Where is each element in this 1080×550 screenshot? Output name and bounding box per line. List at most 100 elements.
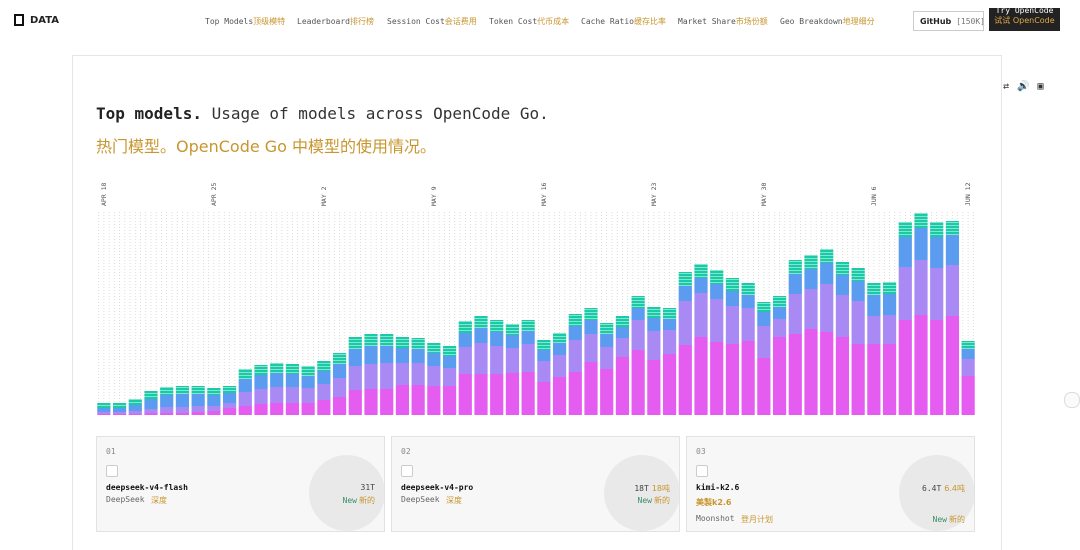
card-alias-zh: 美製k2.6 — [696, 498, 732, 507]
nav-item[interactable]: Session Cost会话费用 — [387, 16, 477, 27]
bar-segment — [301, 366, 315, 376]
bar-segment — [474, 328, 488, 343]
nav-item[interactable]: Market Share市场份额 — [678, 16, 768, 27]
bar-segment — [694, 293, 708, 337]
model-card[interactable]: 03 kimi-k2.6 美製k2.6 Moonshot 登月计划 6.4T 6.4吨 New… — [686, 436, 975, 532]
cta-button[interactable]: Try OpenCode 试试 OpenCode — [989, 8, 1060, 31]
bar-segment — [411, 385, 425, 415]
bar-segment — [332, 397, 347, 415]
nav-item[interactable]: Geo Breakdown地理细分 — [780, 16, 875, 27]
x-tick-label: MAY 23 — [650, 182, 658, 206]
bar-segment — [898, 320, 912, 415]
bar-segment — [270, 373, 284, 387]
bar-segment — [820, 263, 834, 284]
bar-segment — [191, 386, 205, 394]
badge-label-zh: 新的 — [359, 496, 375, 505]
bar-segment — [961, 376, 975, 415]
bar-segment — [144, 399, 158, 409]
card-badge: New 新的 — [933, 514, 965, 525]
card-badge: New 新的 — [638, 495, 670, 506]
bar-segment — [128, 411, 142, 414]
bar-segment — [725, 291, 740, 306]
nav-item[interactable]: Leaderboard排行榜 — [297, 16, 374, 27]
card-provider: DeepSeek — [401, 495, 440, 504]
bar-segment — [128, 414, 142, 415]
section-title: Top models. — [96, 104, 202, 123]
bar-segment — [804, 329, 818, 415]
bar-segment — [961, 359, 975, 376]
nav-item[interactable]: Token Cost代币成本 — [489, 16, 569, 27]
bar-segment — [285, 364, 300, 374]
chart: APR 18 APR 25 MAY 2 MAY 9 MAY 16 MAY 23 MAY 30… — [97, 182, 975, 415]
bar-segment — [945, 235, 960, 265]
bar-segment — [631, 308, 645, 320]
bar-segment — [741, 283, 755, 295]
bar-segment — [552, 333, 567, 343]
card-tokens-zh: 18吨 — [651, 484, 670, 493]
content-panel — [72, 55, 1002, 550]
bar-segment — [317, 361, 331, 371]
bar-segment — [568, 372, 582, 415]
bar-segment — [537, 382, 551, 415]
bar-segment — [505, 373, 520, 415]
bar-segment — [128, 399, 142, 405]
nav-label: Session Cost — [387, 17, 445, 26]
x-tick-label: JUN 6 — [870, 186, 878, 206]
bar-segment — [144, 391, 158, 399]
nav-item[interactable]: Cache Ratio缓存比率 — [581, 16, 666, 27]
bar-segment — [254, 404, 268, 415]
bar-segment — [348, 337, 362, 349]
bar-segment — [112, 412, 127, 414]
bar-segment — [395, 385, 410, 415]
bar-segment — [788, 260, 802, 274]
github-button[interactable]: GitHub [150K] — [913, 11, 985, 31]
model-card[interactable]: 02 deepseek-v4-pro DeepSeek 深度 18T 18吨 New 新的 — [391, 436, 680, 532]
bar-segment — [442, 386, 457, 415]
bar-segment — [741, 308, 755, 341]
bar-segment — [160, 413, 174, 415]
bar-segment — [317, 384, 331, 400]
bar-segment — [521, 320, 535, 331]
bar-segment — [364, 364, 378, 389]
bar-segment — [458, 333, 472, 347]
bar-segment — [537, 350, 551, 361]
logo-icon — [14, 14, 24, 26]
bar-segment — [741, 295, 755, 308]
badge-label-zh: 新的 — [949, 515, 965, 524]
bar-segment — [160, 395, 174, 407]
bar-segment — [694, 278, 708, 293]
bar-segment — [820, 332, 834, 415]
bar-segment — [112, 403, 127, 408]
bar-segment — [882, 315, 897, 344]
bar-segment — [882, 344, 897, 415]
bar-segment — [678, 272, 692, 286]
bar-segment — [647, 307, 661, 318]
bar-segment — [175, 386, 190, 394]
nav-label-zh: 顶级模特 — [253, 17, 286, 26]
model-card[interactable]: 01 deepseek-v4-flash DeepSeek 深度 31T New 新的 — [96, 436, 385, 532]
bar-segment — [427, 343, 441, 353]
card-badge: New 新的 — [343, 495, 375, 506]
card-watermark — [309, 455, 384, 531]
bar-segment — [584, 334, 598, 362]
bar-segment — [615, 338, 630, 357]
bar-segment — [175, 413, 190, 415]
badge-label: New — [342, 496, 357, 505]
section-heading: Top models. Usage of models across OpenC… — [96, 104, 549, 123]
x-tick-label: JUN 12 — [964, 182, 972, 206]
card-provider: DeepSeek — [106, 495, 145, 504]
bar-segment — [930, 320, 944, 415]
bar-segment — [411, 338, 425, 349]
bar-segment — [867, 344, 881, 415]
card-provider-zh: 深度 — [151, 496, 167, 505]
bar-segment — [175, 394, 190, 407]
card-model: deepseek-v4-pro — [401, 483, 474, 492]
x-tick-label: MAY 30 — [760, 182, 768, 206]
bar-segment — [191, 394, 205, 406]
nav-item[interactable]: Top Models顶级模特 — [205, 16, 285, 27]
bar-segment — [851, 344, 865, 415]
badge-label-zh: 新的 — [654, 496, 670, 505]
logo[interactable]: DATA — [30, 15, 60, 26]
bar-segment — [867, 283, 881, 295]
